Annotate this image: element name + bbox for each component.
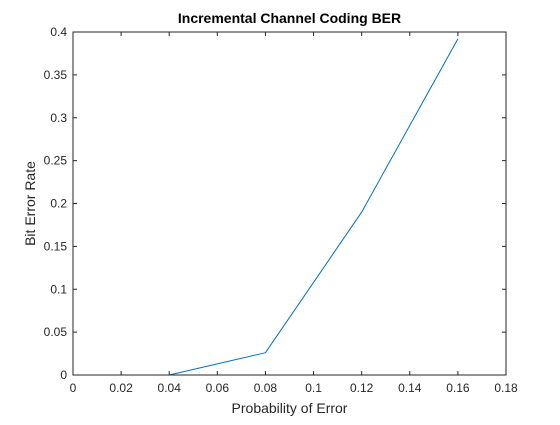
axes-box [72,31,507,376]
x-tick-label: 0.12 [350,381,374,395]
y-axis-label: Bit Error Rate [22,161,38,246]
x-tick-label: 0.02 [109,381,133,395]
x-ticks: 0 0.02 0.04 0.06 0.08 0.1 0.12 0.14 0.16 0.18 [70,32,518,395]
y-tick-label: 0.15 [44,239,68,253]
x-tick-label: 0.18 [494,381,518,395]
y-tick-label: 0.4 [50,25,67,39]
y-ticks: 0 0.05 0.1 0.15 0.2 0.25 0.3 0.35 0.4 [44,25,506,382]
y-tick-label: 0.05 [44,325,68,339]
chart-title: Incremental Channel Coding BER [178,10,401,26]
y-tick-label: 0.3 [50,111,67,125]
x-tick-label: 0.16 [446,381,470,395]
y-tick-label: 0.25 [44,154,68,168]
plot-area [73,32,506,375]
x-tick-label: 0 [70,381,77,395]
y-tick-label: 0.35 [44,68,68,82]
y-tick-label: 0 [60,368,67,382]
x-axis-label: Probability of Error [232,400,348,416]
y-tick-label: 0.1 [50,282,67,296]
x-tick-label: 0.04 [158,381,182,395]
x-tick-label: 0.06 [206,381,230,395]
x-tick-label: 0.1 [305,381,322,395]
y-tick-label: 0.2 [50,197,67,211]
x-tick-label: 0.08 [254,381,278,395]
x-tick-label: 0.14 [398,381,422,395]
